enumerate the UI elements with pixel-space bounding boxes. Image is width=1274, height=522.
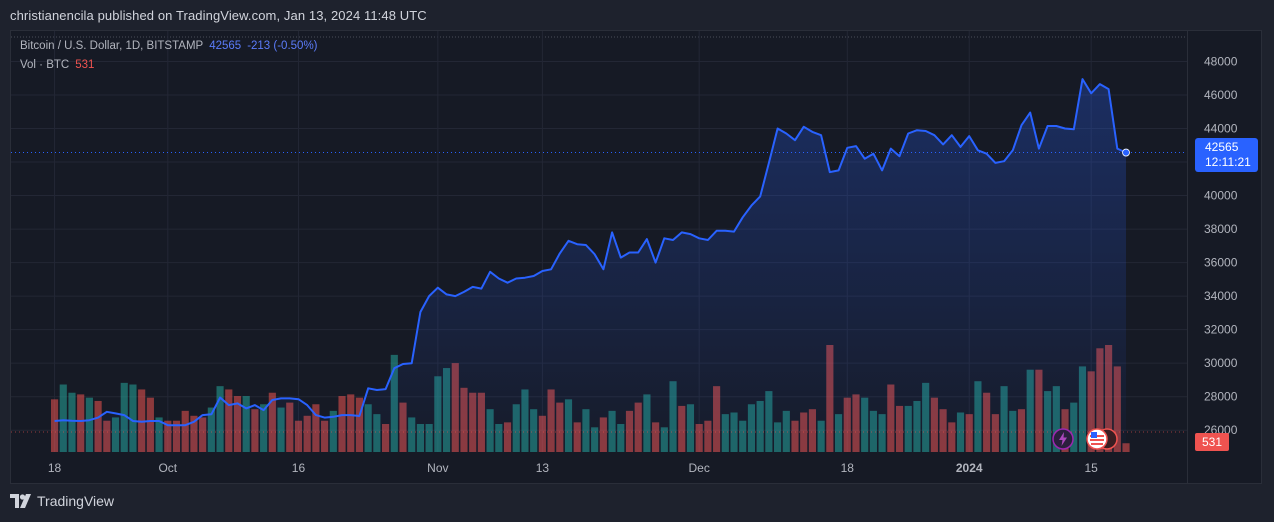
y-tick-label: 30000 — [1204, 356, 1238, 370]
x-tick-label: Nov — [427, 461, 448, 475]
x-tick-label: Dec — [689, 461, 710, 475]
published-by-text: christianencila published on TradingView… — [10, 8, 427, 23]
y-tick-label: 36000 — [1204, 256, 1238, 270]
volume-bar — [59, 384, 67, 452]
price-area-fill — [54, 79, 1127, 452]
legend-volume-row: Vol · BTC 531 — [20, 59, 94, 71]
tradingview-logo-icon[interactable] — [10, 494, 32, 508]
price-chart[interactable]: 2600028000300003200034000360003800040000… — [11, 31, 1262, 484]
last-price-value: 42565 — [209, 40, 242, 52]
x-tick-label: 16 — [292, 461, 306, 475]
y-tick-label: 48000 — [1204, 54, 1238, 68]
volume-tag: 531 — [1195, 433, 1229, 451]
x-tick-label: 18 — [48, 461, 62, 475]
y-tick-label: 46000 — [1204, 88, 1238, 102]
volume-bar — [1122, 443, 1130, 452]
price-change-value: -213 (-0.50%) — [247, 40, 318, 52]
lightning-icon[interactable] — [1051, 427, 1075, 451]
price-line — [54, 78, 1127, 427]
y-tick-label: 38000 — [1204, 222, 1238, 236]
price-tag-countdown: 12:11:21 — [1205, 155, 1251, 169]
current-price-tag: 42565 12:11:21 — [1195, 138, 1258, 172]
volume-bar — [50, 399, 59, 452]
legend-symbol-row: Bitcoin / U.S. Dollar, 1D, BITSTAMP 42565… — [20, 40, 318, 52]
price-tag-value: 42565 — [1205, 140, 1239, 154]
footer-branding: TradingView — [10, 493, 114, 509]
y-tick-label: 34000 — [1204, 289, 1238, 303]
symbol-title[interactable]: Bitcoin / U.S. Dollar, 1D, BITSTAMP — [20, 40, 204, 52]
us-flag-icon[interactable] — [1085, 427, 1119, 451]
chart-area[interactable]: 26000 28000 30000 32000 34000 36000 38000 40000… — [10, 30, 1262, 484]
x-tick-label: 13 — [536, 461, 550, 475]
last-price-marker — [1122, 148, 1130, 157]
x-tick-label: 2024 — [956, 461, 983, 475]
y-tick-label: 44000 — [1204, 122, 1238, 136]
volume-value: 531 — [75, 59, 95, 71]
volume-label[interactable]: Vol · BTC — [20, 59, 70, 71]
x-tick-label: Oct — [158, 461, 177, 475]
volume-bar — [138, 389, 146, 452]
footer-brand-text: TradingView — [37, 493, 115, 509]
x-tick-label: 15 — [1084, 461, 1098, 475]
y-tick-label: 40000 — [1204, 189, 1238, 203]
y-tick-label: 28000 — [1204, 390, 1238, 404]
volume-bar — [129, 384, 137, 452]
x-tick-label: 18 — [841, 461, 855, 475]
y-tick-label: 32000 — [1204, 323, 1238, 337]
